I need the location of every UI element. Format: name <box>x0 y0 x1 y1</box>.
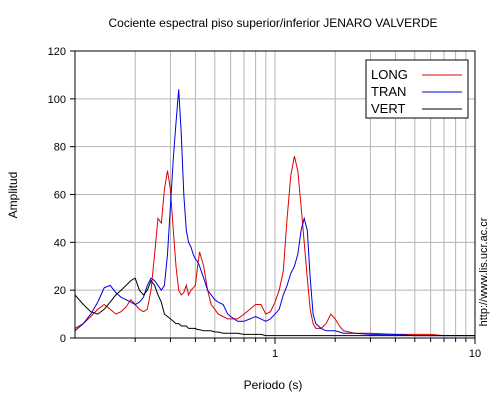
legend-label-long: LONG <box>371 67 408 82</box>
series-layer <box>74 89 475 337</box>
x-tick-label: 1 <box>272 348 278 360</box>
grid <box>75 51 475 338</box>
axis-ticks: 0 20 40 60 80 100 120 1 10 <box>48 46 481 360</box>
y-tick-label: 120 <box>48 46 66 58</box>
y-tick-label: 100 <box>48 94 66 106</box>
y-tick-label: 80 <box>54 142 66 154</box>
chart-title: Cociente espectral piso superior/inferio… <box>108 16 437 30</box>
y-tick-label: 20 <box>54 285 66 297</box>
x-axis-label: Periodo (s) <box>244 378 303 392</box>
legend: LONG TRAN VERT <box>365 59 469 119</box>
y-axis-label: Amplitud <box>6 172 20 219</box>
series-line-long <box>74 156 475 337</box>
x-tick-label: 10 <box>469 348 481 360</box>
y-tick-label: 60 <box>54 190 66 202</box>
legend-box <box>365 59 469 119</box>
series-line-vert <box>74 277 475 337</box>
y-tick-label: 0 <box>60 333 66 345</box>
side-credit-text: http://www.lis.ucr.ac.cr <box>478 217 490 326</box>
legend-label-tran: TRAN <box>371 84 406 99</box>
series-line-tran <box>74 89 475 337</box>
legend-label-vert: VERT <box>371 101 405 116</box>
y-tick-label: 40 <box>54 237 66 249</box>
